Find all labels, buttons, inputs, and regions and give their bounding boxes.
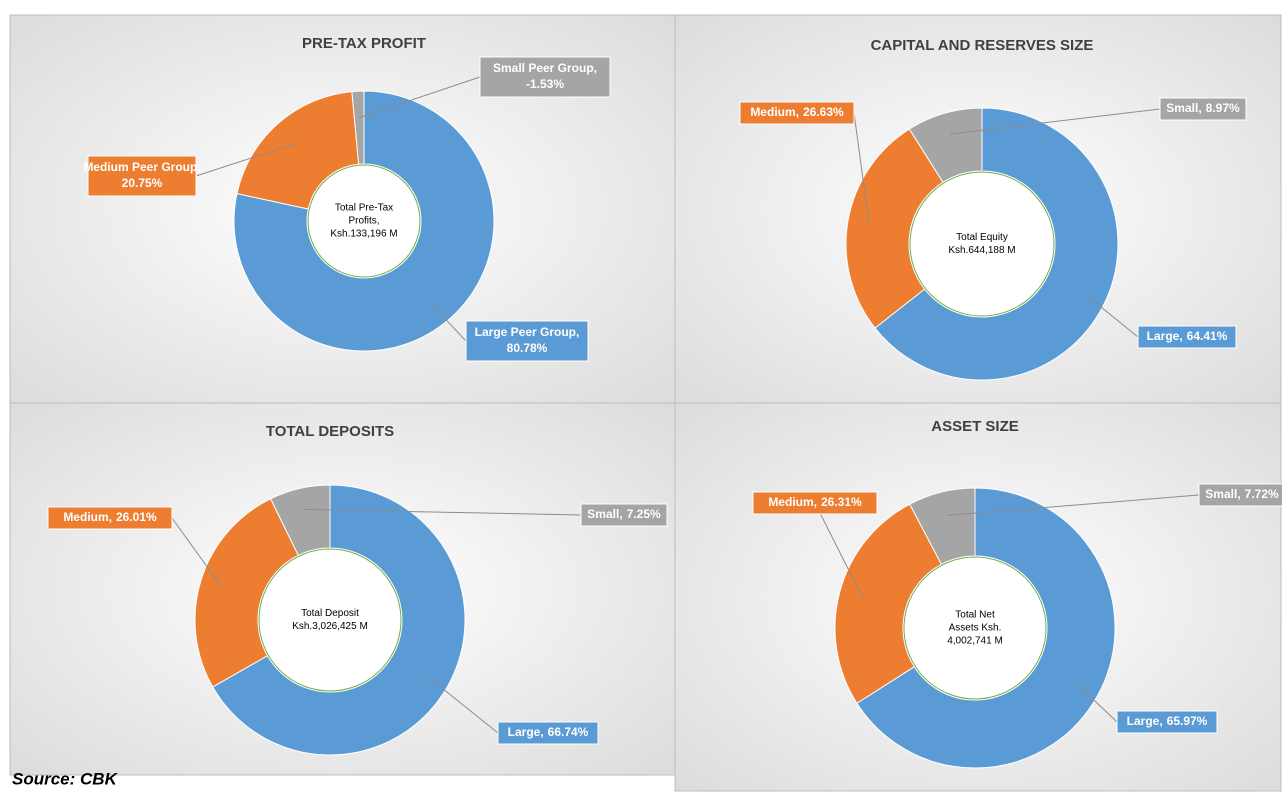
center-label: 4,002,741 M: [947, 636, 1003, 647]
data-label-box: [580, 503, 668, 527]
label-value: 80.78%: [507, 341, 548, 355]
donut-slice: [845, 128, 944, 329]
chart-title: TOTAL DEPOSITS: [266, 423, 394, 440]
label-category: Large Peer Group,: [475, 325, 580, 339]
label-category: Small,: [1205, 487, 1240, 501]
label-value: 66.74%: [548, 725, 589, 739]
data-label-box: [752, 491, 878, 515]
label-value: 8.97%: [1206, 101, 1240, 115]
center-label: Ksh.3,026,425 M: [292, 621, 368, 632]
donut-slice: [908, 107, 983, 183]
donut-slice: [874, 107, 1119, 381]
data-label: Large, 65.97%: [1127, 714, 1208, 728]
data-label-box: [479, 56, 611, 98]
data-label: Large, 66.74%: [508, 725, 589, 739]
label-value: 7.25%: [627, 507, 661, 521]
label-value: 26.31%: [821, 495, 862, 509]
leader-line: [1076, 683, 1118, 723]
leader-line: [950, 108, 1161, 135]
data-label-box: [1137, 325, 1237, 349]
label-category: Medium,: [63, 510, 112, 524]
center-label: Ksh.133,196 M: [330, 229, 397, 240]
donut-slice: [194, 498, 299, 688]
donut-slice: [834, 503, 943, 704]
data-label: Small, 7.25%: [587, 507, 661, 521]
leader-line: [195, 143, 296, 177]
leader-line: [428, 301, 467, 342]
data-label-box: [47, 506, 173, 530]
label-category: Large,: [1147, 329, 1183, 343]
label-value: -1.53%: [526, 77, 564, 91]
chart-title: PRE-TAX PROFIT: [302, 35, 426, 52]
donut-slice: [212, 484, 466, 756]
leader-line: [947, 494, 1200, 516]
center-label: Ksh.644,188 M: [948, 245, 1015, 256]
data-label: Medium, 26.31%: [768, 495, 862, 509]
data-label: Small Peer Group, -1.53%: [493, 61, 597, 91]
leader-line: [427, 676, 499, 734]
chart-title: CAPITAL AND RESERVES SIZE: [871, 37, 1094, 54]
donut-hole: [258, 548, 402, 692]
label-category: Medium,: [750, 105, 799, 119]
data-label: Large, 64.41%: [1147, 329, 1228, 343]
donut-slice: [233, 90, 495, 352]
label-category: Large,: [508, 725, 544, 739]
data-label: Small, 7.72%: [1205, 487, 1279, 501]
label-category: Large,: [1127, 714, 1163, 728]
data-label-box: [87, 155, 197, 197]
leader-line: [814, 502, 864, 599]
chart-title: ASSET SIZE: [931, 418, 1019, 435]
leader-line: [359, 76, 481, 119]
label-value: 7.72%: [1245, 487, 1279, 501]
data-label-box: [739, 101, 855, 125]
label-value: 65.97%: [1167, 714, 1208, 728]
data-label: Large Peer Group, 80.78%: [475, 325, 580, 355]
data-label-box: [1116, 710, 1218, 734]
center-label: Total Net: [955, 610, 995, 621]
center-label: Total Pre-Tax: [335, 203, 393, 214]
leader-line: [171, 517, 222, 587]
data-label-box: [465, 320, 589, 362]
label-category: Small,: [587, 507, 622, 521]
donut-hole: [903, 556, 1047, 700]
data-label-box: [1159, 97, 1247, 121]
donut-slice: [269, 484, 331, 557]
label-value: 20.75%: [122, 176, 163, 190]
data-label-box: [497, 721, 599, 745]
donut-slice: [351, 90, 365, 165]
center-label: Profits,: [348, 216, 379, 227]
label-value: 64.41%: [1187, 329, 1228, 343]
label-category: Medium,: [768, 495, 817, 509]
data-label: Medium Peer Group, 20.75%: [83, 160, 200, 190]
center-label: Assets Ksh.: [949, 623, 1002, 634]
label-category: Small Peer Group,: [493, 61, 597, 75]
data-label: Medium, 26.01%: [63, 510, 157, 524]
data-label-box: [1198, 483, 1282, 507]
source-note: Source: CBK: [12, 769, 119, 788]
donut-slice: [856, 487, 1116, 769]
leader-line: [1084, 293, 1139, 338]
center-label: Total Equity: [956, 232, 1008, 243]
donut-hole: [909, 171, 1055, 317]
label-value: 26.63%: [803, 105, 844, 119]
data-label: Medium, 26.63%: [750, 105, 844, 119]
leader-line: [304, 508, 582, 516]
label-category: Medium Peer Group,: [83, 160, 200, 174]
center-label: Total Deposit: [301, 608, 359, 619]
donut-slice: [236, 91, 360, 210]
label-value: 26.01%: [116, 510, 157, 524]
donut-hole: [307, 164, 421, 278]
label-category: Small,: [1166, 101, 1201, 115]
donut-slice: [909, 487, 976, 565]
leader-line: [853, 112, 870, 225]
data-label: Small, 8.97%: [1166, 101, 1240, 115]
